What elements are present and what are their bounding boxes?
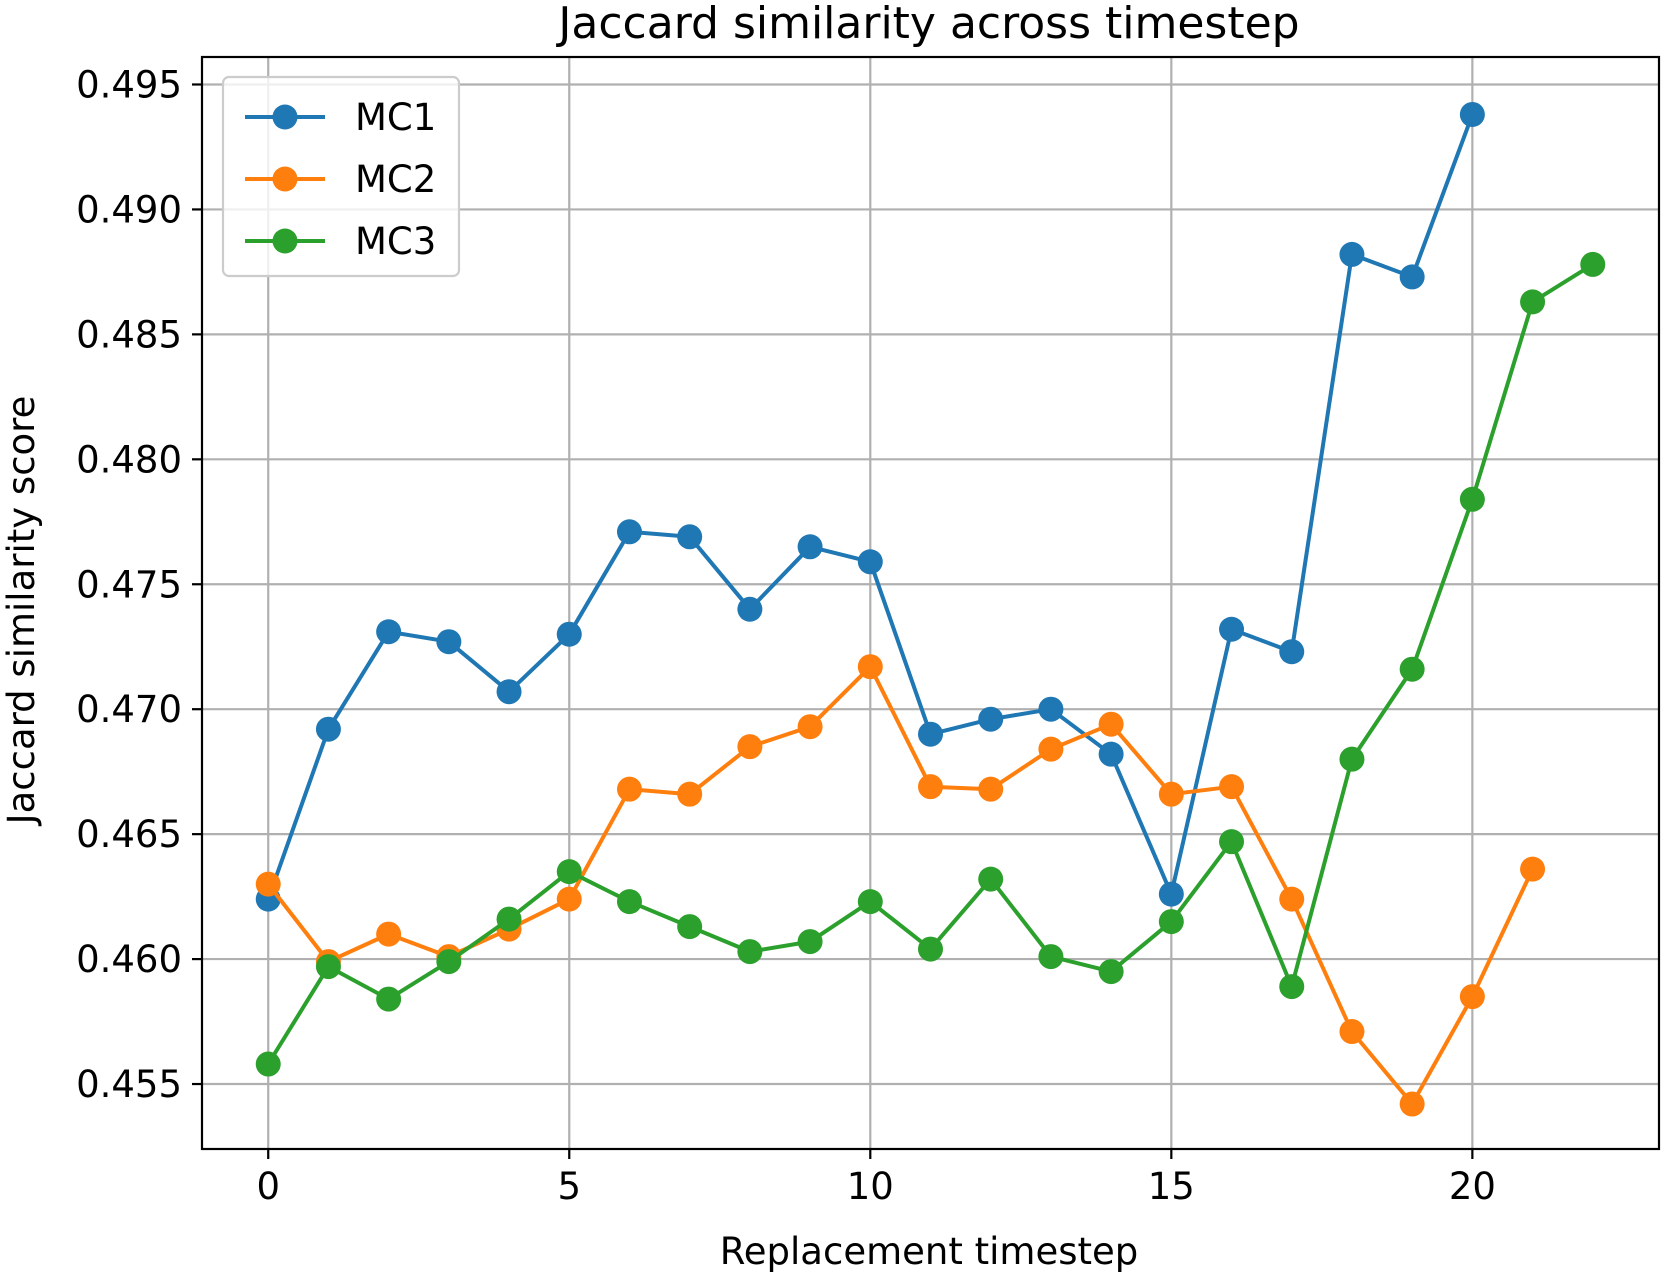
data-point-mc2	[857, 654, 883, 680]
data-point-mc2	[1158, 781, 1184, 807]
data-point-mc3	[1098, 959, 1124, 985]
legend-entry-mc2: MC2	[245, 158, 436, 201]
data-point-mc1	[737, 596, 763, 622]
data-point-mc1	[315, 716, 341, 742]
data-point-mc3	[737, 939, 763, 965]
legend: MC1 MC2 MC3	[221, 75, 461, 278]
data-point-mc3	[436, 949, 462, 975]
data-point-mc3	[1219, 829, 1245, 855]
x-axis-title: Replacement timestep	[720, 1230, 1139, 1273]
data-point-mc2	[1399, 1091, 1425, 1117]
x-tick-label: 0	[256, 1165, 280, 1208]
data-point-mc2	[1279, 886, 1305, 912]
data-point-mc1	[677, 524, 703, 550]
data-point-mc1	[1038, 696, 1064, 722]
data-point-mc3	[677, 914, 703, 940]
data-point-mc1	[616, 519, 642, 545]
data-point-mc3	[1158, 909, 1184, 935]
data-point-mc1	[436, 629, 462, 655]
y-tick-label: 0.490	[76, 188, 182, 231]
y-tick-label: 0.480	[76, 438, 182, 481]
y-tick-label: 0.495	[76, 63, 182, 106]
data-point-mc1	[556, 621, 582, 647]
data-point-mc2	[556, 886, 582, 912]
data-point-mc3	[1459, 486, 1485, 512]
data-point-mc2	[1219, 774, 1245, 800]
y-axis-title: Jaccard similarity score	[0, 396, 43, 827]
data-point-mc2	[616, 776, 642, 802]
series-mc1	[255, 101, 1485, 912]
legend-label-mc1: MC1	[355, 96, 436, 139]
data-point-mc3	[1580, 251, 1606, 277]
data-point-mc3	[315, 954, 341, 980]
plot-area-frame	[200, 55, 1661, 1151]
data-point-mc2	[1459, 984, 1485, 1010]
y-tick-label: 0.465	[76, 813, 182, 856]
data-point-mc1	[1098, 741, 1124, 767]
series-line-mc2	[266, 664, 1535, 1106]
x-tick-label: 10	[847, 1165, 894, 1208]
legend-marker-mc1	[272, 104, 298, 130]
data-point-mc3	[1520, 289, 1546, 315]
data-point-mc2	[797, 714, 823, 740]
data-point-mc2	[255, 871, 281, 897]
data-point-mc1	[1158, 881, 1184, 907]
grid-lines	[202, 57, 1659, 1149]
legend-marker-mc2	[272, 166, 298, 192]
data-point-mc2	[677, 781, 703, 807]
data-point-mc2	[1038, 736, 1064, 762]
data-point-mc3	[1339, 746, 1365, 772]
data-point-mc1	[1399, 264, 1425, 290]
data-point-mc2	[1520, 856, 1546, 882]
data-point-mc2	[737, 734, 763, 760]
y-tick-label: 0.485	[76, 313, 182, 356]
data-point-mc3	[1279, 974, 1305, 1000]
data-point-mc1	[376, 619, 402, 645]
legend-label-mc3: MC3	[355, 220, 436, 263]
data-point-mc2	[376, 921, 402, 947]
x-tick-label: 5	[557, 1165, 581, 1208]
data-point-mc3	[1038, 944, 1064, 970]
data-point-mc3	[556, 859, 582, 885]
data-point-mc2	[1098, 711, 1124, 737]
data-point-mc2	[1339, 1019, 1365, 1045]
data-point-mc1	[1459, 101, 1485, 127]
data-point-mc1	[857, 549, 883, 575]
data-point-mc1	[978, 706, 1004, 732]
legend-label-mc2: MC2	[355, 158, 436, 201]
data-point-mc3	[918, 936, 943, 962]
y-tick-label: 0.475	[76, 563, 182, 606]
y-tick-label: 0.460	[76, 938, 182, 981]
chart-title: Jaccard similarity across timestep	[555, 0, 1299, 49]
data-point-mc1	[1339, 241, 1365, 267]
data-series	[255, 101, 1606, 1117]
data-point-mc2	[918, 774, 943, 800]
data-point-mc3	[857, 889, 883, 915]
legend-entry-mc1: MC1	[245, 96, 436, 139]
data-point-mc3	[376, 986, 402, 1012]
legend-marker-mc3	[272, 228, 298, 254]
axis-ticks: 0 5 10 15 20 0.455 0.460 0.465 0.470 0.475 0.480 0.…	[76, 63, 1496, 1208]
data-point-mc1	[1279, 639, 1305, 665]
legend-entry-mc3: MC3	[245, 220, 436, 263]
data-point-mc1	[1219, 616, 1245, 642]
y-tick-label: 0.470	[76, 688, 182, 731]
data-point-mc3	[797, 929, 823, 955]
data-point-mc1	[496, 679, 522, 705]
data-point-mc3	[1399, 656, 1425, 682]
data-point-mc3	[255, 1051, 281, 1077]
series-mc3	[255, 251, 1606, 1077]
data-point-mc2	[978, 776, 1004, 802]
data-point-mc1	[797, 534, 823, 560]
x-tick-label: 15	[1148, 1165, 1195, 1208]
data-point-mc3	[978, 866, 1004, 892]
x-tick-label: 20	[1449, 1165, 1496, 1208]
data-point-mc1	[918, 721, 943, 747]
y-tick-label: 0.455	[76, 1063, 182, 1106]
data-point-mc3	[616, 889, 642, 915]
data-point-mc3	[496, 906, 522, 932]
